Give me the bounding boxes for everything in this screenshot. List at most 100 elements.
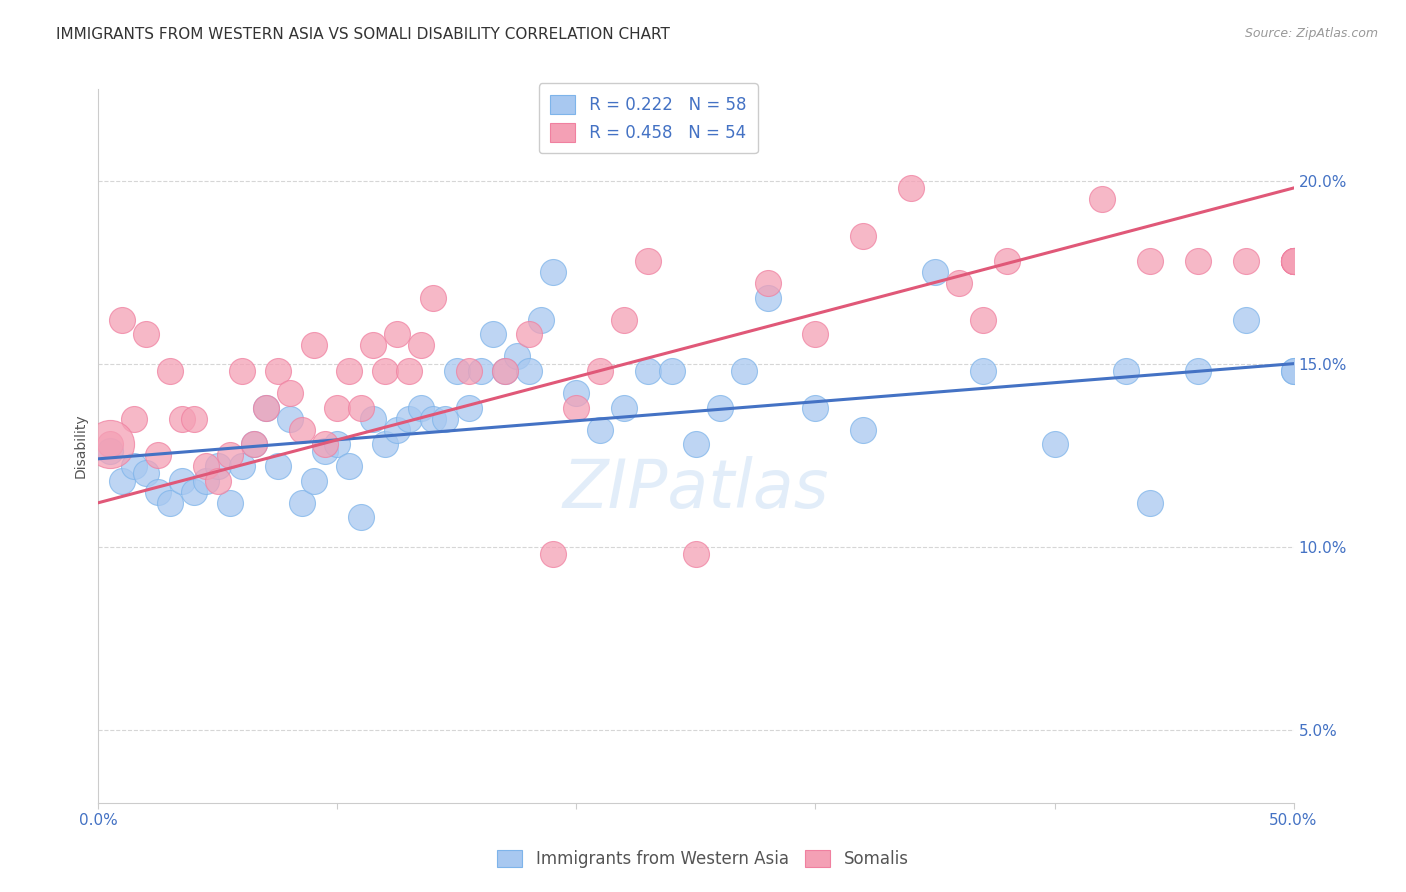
Point xyxy=(243,437,266,451)
Point xyxy=(637,364,659,378)
Point xyxy=(278,386,301,401)
Point xyxy=(374,437,396,451)
Point xyxy=(1139,496,1161,510)
Point xyxy=(422,291,444,305)
Point xyxy=(291,423,314,437)
Point xyxy=(278,411,301,425)
Point xyxy=(506,349,529,363)
Point xyxy=(1234,312,1257,326)
Point xyxy=(326,437,349,451)
Point xyxy=(541,547,564,561)
Point xyxy=(183,411,205,425)
Point xyxy=(124,459,146,474)
Point xyxy=(995,254,1018,268)
Point xyxy=(195,459,218,474)
Point xyxy=(1043,437,1066,451)
Point xyxy=(661,364,683,378)
Point xyxy=(374,364,396,378)
Point xyxy=(326,401,349,415)
Point xyxy=(852,423,875,437)
Point xyxy=(172,474,194,488)
Point xyxy=(398,411,420,425)
Point xyxy=(1091,192,1114,206)
Point xyxy=(124,411,146,425)
Point xyxy=(159,364,181,378)
Point xyxy=(243,437,266,451)
Point xyxy=(172,411,194,425)
Point xyxy=(1234,254,1257,268)
Point xyxy=(267,364,290,378)
Point xyxy=(446,364,468,378)
Point xyxy=(195,474,218,488)
Point xyxy=(1139,254,1161,268)
Point xyxy=(339,364,361,378)
Point xyxy=(148,484,170,499)
Point xyxy=(709,401,731,415)
Point xyxy=(159,496,181,510)
Point xyxy=(98,437,122,451)
Point xyxy=(804,327,827,342)
Point xyxy=(530,312,553,326)
Point xyxy=(494,364,516,378)
Point xyxy=(900,181,922,195)
Point xyxy=(111,312,134,326)
Point xyxy=(1115,364,1137,378)
Point xyxy=(411,401,433,415)
Legend: Immigrants from Western Asia, Somalis: Immigrants from Western Asia, Somalis xyxy=(491,843,915,875)
Point xyxy=(398,364,420,378)
Point xyxy=(385,423,409,437)
Point xyxy=(613,312,636,326)
Point xyxy=(589,364,612,378)
Point xyxy=(350,510,373,524)
Legend:  R = 0.222   N = 58,  R = 0.458   N = 54: R = 0.222 N = 58, R = 0.458 N = 54 xyxy=(538,83,758,153)
Point xyxy=(1282,254,1305,268)
Text: Source: ZipAtlas.com: Source: ZipAtlas.com xyxy=(1244,27,1378,40)
Point xyxy=(1282,254,1305,268)
Point xyxy=(804,401,827,415)
Point xyxy=(411,338,433,352)
Point xyxy=(1282,364,1305,378)
Point xyxy=(924,265,946,279)
Point xyxy=(422,411,444,425)
Point xyxy=(219,448,242,462)
Point xyxy=(267,459,290,474)
Point xyxy=(470,364,492,378)
Point xyxy=(589,423,612,437)
Point xyxy=(541,265,564,279)
Point xyxy=(135,327,157,342)
Point xyxy=(434,411,457,425)
Point xyxy=(315,444,337,458)
Point xyxy=(685,437,707,451)
Point xyxy=(207,459,229,474)
Point xyxy=(111,474,134,488)
Point xyxy=(98,437,122,451)
Text: IMMIGRANTS FROM WESTERN ASIA VS SOMALI DISABILITY CORRELATION CHART: IMMIGRANTS FROM WESTERN ASIA VS SOMALI D… xyxy=(56,27,671,42)
Point xyxy=(291,496,314,510)
Point xyxy=(1282,254,1305,268)
Point xyxy=(458,401,481,415)
Point xyxy=(231,364,253,378)
Point xyxy=(339,459,361,474)
Point xyxy=(1282,254,1305,268)
Point xyxy=(1187,254,1209,268)
Point xyxy=(219,496,242,510)
Point xyxy=(1282,364,1305,378)
Point xyxy=(948,276,970,290)
Point xyxy=(972,364,994,378)
Point xyxy=(565,386,588,401)
Point xyxy=(183,484,205,499)
Point xyxy=(207,474,229,488)
Point xyxy=(481,327,505,342)
Point xyxy=(363,338,385,352)
Point xyxy=(494,364,516,378)
Point xyxy=(517,327,540,342)
Point xyxy=(852,228,875,243)
Point xyxy=(231,459,253,474)
Point xyxy=(458,364,481,378)
Point xyxy=(302,338,325,352)
Point xyxy=(148,448,170,462)
Point xyxy=(1282,254,1305,268)
Point xyxy=(756,291,779,305)
Y-axis label: Disability: Disability xyxy=(73,414,87,478)
Point xyxy=(385,327,409,342)
